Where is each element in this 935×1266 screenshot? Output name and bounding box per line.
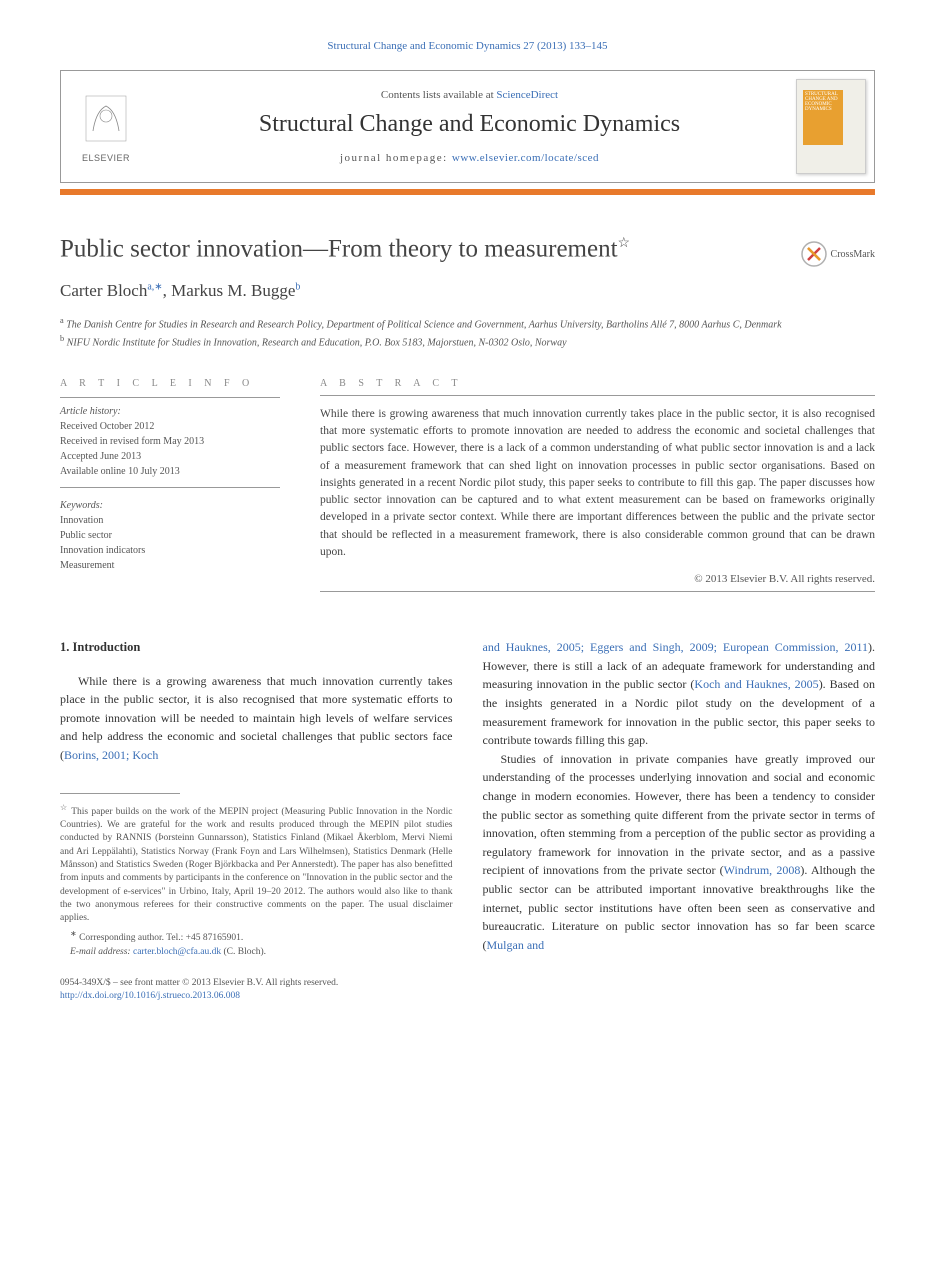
homepage-prefix: journal homepage: (340, 152, 452, 164)
contents-prefix: Contents lists available at (381, 89, 496, 101)
section-1-heading: 1. Introduction (60, 638, 453, 657)
footnote-star: ☆ This paper builds on the work of the M… (60, 802, 453, 926)
header-citation: Structural Change and Economic Dynamics … (60, 40, 875, 52)
keyword-4: Measurement (60, 558, 280, 573)
homepage-link[interactable]: www.elsevier.com/locate/sced (452, 152, 599, 164)
sciencedirect-link[interactable]: ScienceDirect (496, 89, 558, 101)
article-info-sidebar: a r t i c l e i n f o Article history: R… (60, 378, 280, 598)
affiliation-b: b NIFU Nordic Institute for Studies in I… (60, 333, 875, 350)
crossmark-label: CrossMark (831, 249, 875, 260)
elsevier-logo: ELSEVIER (61, 77, 151, 177)
author-1-affil: a,∗ (147, 282, 162, 293)
ref-windrum[interactable]: Windrum, 2008 (724, 863, 801, 877)
column-right: and Hauknes, 2005; Eggers and Singh, 200… (483, 638, 876, 1004)
title-text: Public sector innovation—From theory to … (60, 235, 618, 262)
body-two-columns: 1. Introduction While there is a growing… (60, 638, 875, 1004)
history-revised: Received in revised form May 2013 (60, 434, 280, 449)
abstract-heading: a b s t r a c t (320, 378, 875, 389)
abstract-text: While there is growing awareness that mu… (320, 406, 875, 561)
col2-para1: and Hauknes, 2005; Eggers and Singh, 200… (483, 638, 876, 750)
footnote-email: E-mail address: carter.bloch@cfa.au.dk (… (60, 946, 453, 959)
journal-homepage-line: journal homepage: www.elsevier.com/locat… (161, 152, 778, 164)
journal-title: Structural Change and Economic Dynamics (161, 111, 778, 138)
article-info-heading: a r t i c l e i n f o (60, 378, 280, 389)
footnote-corresponding: ∗ Corresponding author. Tel.: +45 871659… (60, 928, 453, 945)
history-online: Available online 10 July 2013 (60, 464, 280, 479)
journal-cover-thumbnail: STRUCTURAL CHANGE AND ECONOMIC DYNAMICS (796, 79, 866, 174)
intro-paragraph: While there is a growing awareness that … (60, 672, 453, 765)
ref-koch[interactable]: Koch and Hauknes, 2005 (694, 677, 818, 691)
footnote-rule (60, 793, 180, 794)
history-received: Received October 2012 (60, 419, 280, 434)
title-footnote-star: ☆ (618, 236, 631, 251)
ref-hauknes[interactable]: and Hauknes, 2005; Eggers and Singh, 200… (483, 640, 869, 654)
keyword-2: Public sector (60, 528, 280, 543)
keyword-1: Innovation (60, 513, 280, 528)
email-link[interactable]: carter.bloch@cfa.au.dk (133, 947, 221, 957)
publisher-name: ELSEVIER (82, 153, 130, 163)
keywords-heading: Keywords: (60, 500, 280, 511)
cover-title-text: STRUCTURAL CHANGE AND ECONOMIC DYNAMICS (803, 90, 843, 145)
abstract-block: a b s t r a c t While there is growing a… (320, 378, 875, 598)
ref-mulgan[interactable]: Mulgan and (487, 938, 545, 952)
author-2: Markus M. Bugge (171, 281, 295, 300)
issn-line: 0954-349X/$ – see front matter © 2013 El… (60, 977, 453, 990)
contents-available-line: Contents lists available at ScienceDirec… (161, 89, 778, 101)
author-2-affil: b (295, 282, 300, 293)
author-1: Carter Bloch (60, 281, 147, 300)
footer-info: 0954-349X/$ – see front matter © 2013 El… (60, 977, 453, 1004)
history-accepted: Accepted June 2013 (60, 449, 280, 464)
history-heading: Article history: (60, 406, 280, 417)
journal-header-bar: ELSEVIER Contents lists available at Sci… (60, 70, 875, 183)
abstract-copyright: © 2013 Elsevier B.V. All rights reserved… (320, 573, 875, 585)
authors-line: Carter Blocha,∗, Markus M. Buggeb (60, 281, 875, 301)
column-left: 1. Introduction While there is a growing… (60, 638, 453, 1004)
affiliation-a: a The Danish Centre for Studies in Resea… (60, 315, 875, 332)
orange-divider-bar (60, 189, 875, 195)
article-title: Public sector innovation—From theory to … (60, 235, 875, 263)
doi-link[interactable]: http://dx.doi.org/10.1016/j.strueco.2013… (60, 991, 240, 1001)
affiliations: a The Danish Centre for Studies in Resea… (60, 315, 875, 350)
keyword-3: Innovation indicators (60, 543, 280, 558)
col2-para2: Studies of innovation in private compani… (483, 750, 876, 955)
crossmark-badge[interactable]: CrossMark (801, 241, 875, 267)
ref-borins[interactable]: Borins, 2001; Koch (64, 748, 158, 762)
